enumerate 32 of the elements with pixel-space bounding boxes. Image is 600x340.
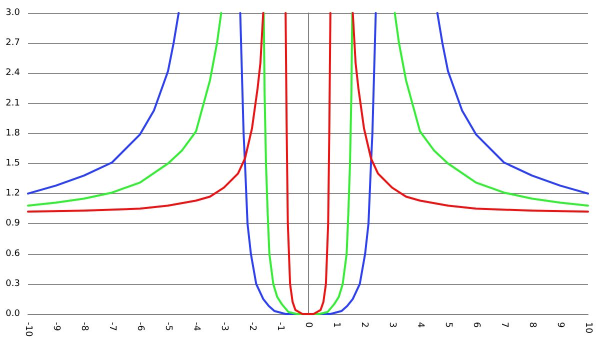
y-tick-label: 2.4 [6, 68, 20, 78]
y-tick-label: 0.6 [6, 248, 20, 259]
x-tick-label: -10 [23, 322, 33, 337]
x-tick-label: -8 [79, 322, 89, 332]
x-tick-label: -9 [51, 322, 61, 332]
x-tick-label: 3 [387, 322, 397, 328]
x-tick-label: 1 [331, 322, 341, 328]
x-tick-label: -2 [247, 322, 257, 331]
x-tick-label: 6 [471, 322, 481, 328]
x-tick-label: 10 [583, 322, 593, 334]
x-tick-label: -5 [163, 322, 173, 331]
y-tick-label: 1.2 [6, 188, 20, 199]
x-tick-label: 8 [527, 322, 537, 328]
y-tick-label: 0.3 [6, 278, 20, 289]
x-tick-label: 0 [303, 322, 313, 328]
x-tick-label: 2 [359, 322, 369, 328]
y-tick-label: 3.0 [6, 8, 20, 18]
x-tick-label: -3 [219, 322, 229, 331]
x-tick-label: 4 [415, 322, 425, 328]
x-tick-label: -1 [275, 322, 285, 331]
y-tick-label: 1.5 [6, 158, 20, 168]
x-tick-label: 7 [499, 322, 509, 328]
x-tick-label: -4 [191, 322, 201, 332]
x-tick-label: 9 [555, 322, 565, 328]
y-tick-label: 2.1 [6, 98, 20, 108]
x-tick-label: -6 [135, 322, 145, 332]
y-tick-label: 0.0 [6, 309, 20, 319]
x-tick-label: 5 [443, 322, 453, 328]
x-tick-label: -7 [107, 322, 117, 331]
y-tick-label: 2.7 [6, 38, 20, 48]
y-tick-label: 0.9 [6, 218, 20, 229]
y-tick-label: 1.8 [6, 128, 20, 138]
